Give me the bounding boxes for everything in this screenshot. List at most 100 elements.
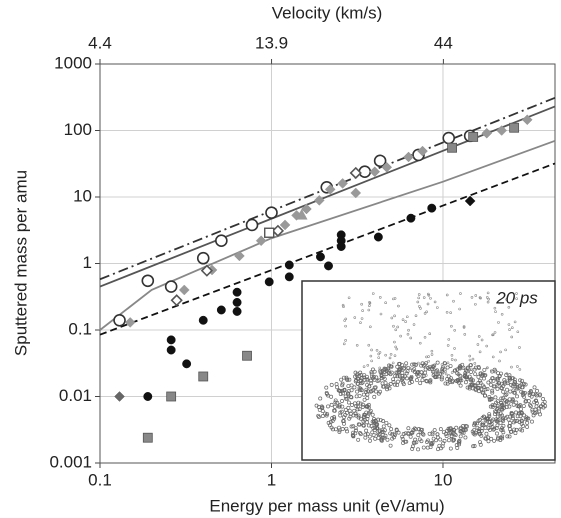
y-tick-label: 0.001 xyxy=(49,452,92,471)
inset-speck xyxy=(377,352,381,356)
inset-speck xyxy=(456,439,461,444)
inset-speck xyxy=(342,388,347,393)
inset-speck xyxy=(329,402,334,407)
inset-speck xyxy=(400,436,405,441)
inset-speck xyxy=(412,426,417,431)
point xyxy=(142,432,153,443)
inset-speck xyxy=(412,362,417,367)
inset-speck xyxy=(451,427,456,432)
point xyxy=(381,161,393,173)
inset-speck xyxy=(458,307,461,311)
y-tick-label: 1000 xyxy=(54,53,92,72)
inset-speck xyxy=(534,401,539,406)
inset-speck xyxy=(490,390,495,395)
inset-speck xyxy=(333,404,337,409)
inset-speck xyxy=(508,427,512,432)
inset-speck xyxy=(507,434,512,439)
inset-speck xyxy=(484,431,489,436)
inset-speck xyxy=(495,382,500,387)
inset-speck xyxy=(522,413,527,418)
inset-speck xyxy=(513,320,517,324)
inset-speck xyxy=(386,368,391,373)
inset-speck xyxy=(329,382,334,387)
inset-speck xyxy=(527,402,532,407)
inset-speck xyxy=(389,353,393,356)
inset-speck xyxy=(507,373,512,378)
inset-speck xyxy=(476,343,480,346)
inset-speck xyxy=(344,317,348,321)
inset-speck xyxy=(444,370,447,373)
inset-speck xyxy=(378,366,382,370)
inset-speck xyxy=(367,343,371,347)
inset-speck xyxy=(393,340,396,344)
inset-speck xyxy=(421,432,426,437)
inset-speck xyxy=(426,302,430,306)
point xyxy=(164,280,178,293)
inset-speck xyxy=(507,377,512,382)
inset-speck xyxy=(445,293,449,297)
point xyxy=(255,235,267,247)
inset-speck xyxy=(409,336,413,340)
inset-speck xyxy=(366,364,370,367)
point xyxy=(349,166,362,180)
inset-speck xyxy=(345,429,350,434)
inset-speck xyxy=(465,376,470,381)
inset-speck xyxy=(504,392,509,397)
inset-speck xyxy=(446,361,450,365)
inset-speck xyxy=(320,414,325,419)
inset-speck xyxy=(515,292,518,295)
inset-speck xyxy=(443,381,448,386)
point xyxy=(279,219,291,231)
inset-speck xyxy=(531,392,536,396)
inset-speck xyxy=(379,312,383,316)
inset-speck xyxy=(495,405,500,410)
inset-speck xyxy=(530,409,535,414)
inset-speck xyxy=(445,377,450,381)
inset-speck xyxy=(354,378,359,383)
inset-speck xyxy=(481,376,486,381)
inset-speck xyxy=(467,384,472,389)
inset-speck xyxy=(532,400,537,405)
inset-speck xyxy=(471,357,475,361)
inset-speck xyxy=(483,418,488,423)
inset-speck xyxy=(534,410,539,415)
inset-speck xyxy=(360,380,365,385)
inset-speck xyxy=(367,434,372,439)
inset-speck xyxy=(447,438,451,443)
inset-speck xyxy=(320,409,325,414)
inset-speck xyxy=(515,404,520,409)
inset-speck xyxy=(418,427,423,432)
inset-speck xyxy=(482,367,487,372)
inset-speck xyxy=(360,317,364,320)
inset-speck xyxy=(448,446,453,451)
inset-speck xyxy=(504,348,507,352)
inset-speck xyxy=(396,369,401,374)
inset-speck xyxy=(373,385,378,390)
inset-speck xyxy=(372,394,377,399)
inset-speck xyxy=(472,367,477,372)
inset-speck xyxy=(499,407,504,412)
inset-speck xyxy=(523,382,528,387)
inset-speck xyxy=(377,356,381,359)
point xyxy=(166,345,176,355)
inset-speck xyxy=(498,438,503,442)
inset-speck xyxy=(477,335,481,338)
inset-speck xyxy=(340,381,345,386)
inset-speck xyxy=(378,296,382,299)
inset-speck xyxy=(397,373,402,378)
inset-speck xyxy=(336,388,341,393)
inset-speck xyxy=(370,430,375,435)
inset-speck xyxy=(465,385,470,390)
inset-speck xyxy=(537,406,541,411)
inset-speck xyxy=(516,365,519,368)
inset-speck xyxy=(337,425,342,430)
inset-speck xyxy=(459,378,464,383)
inset-speck xyxy=(356,400,361,405)
point xyxy=(178,284,190,296)
inset-speck xyxy=(364,404,369,409)
inset-speck xyxy=(362,373,367,378)
inset-speck xyxy=(458,366,462,371)
inset-speck xyxy=(501,389,506,394)
inset-speck xyxy=(486,439,491,444)
inset-speck xyxy=(392,435,396,440)
